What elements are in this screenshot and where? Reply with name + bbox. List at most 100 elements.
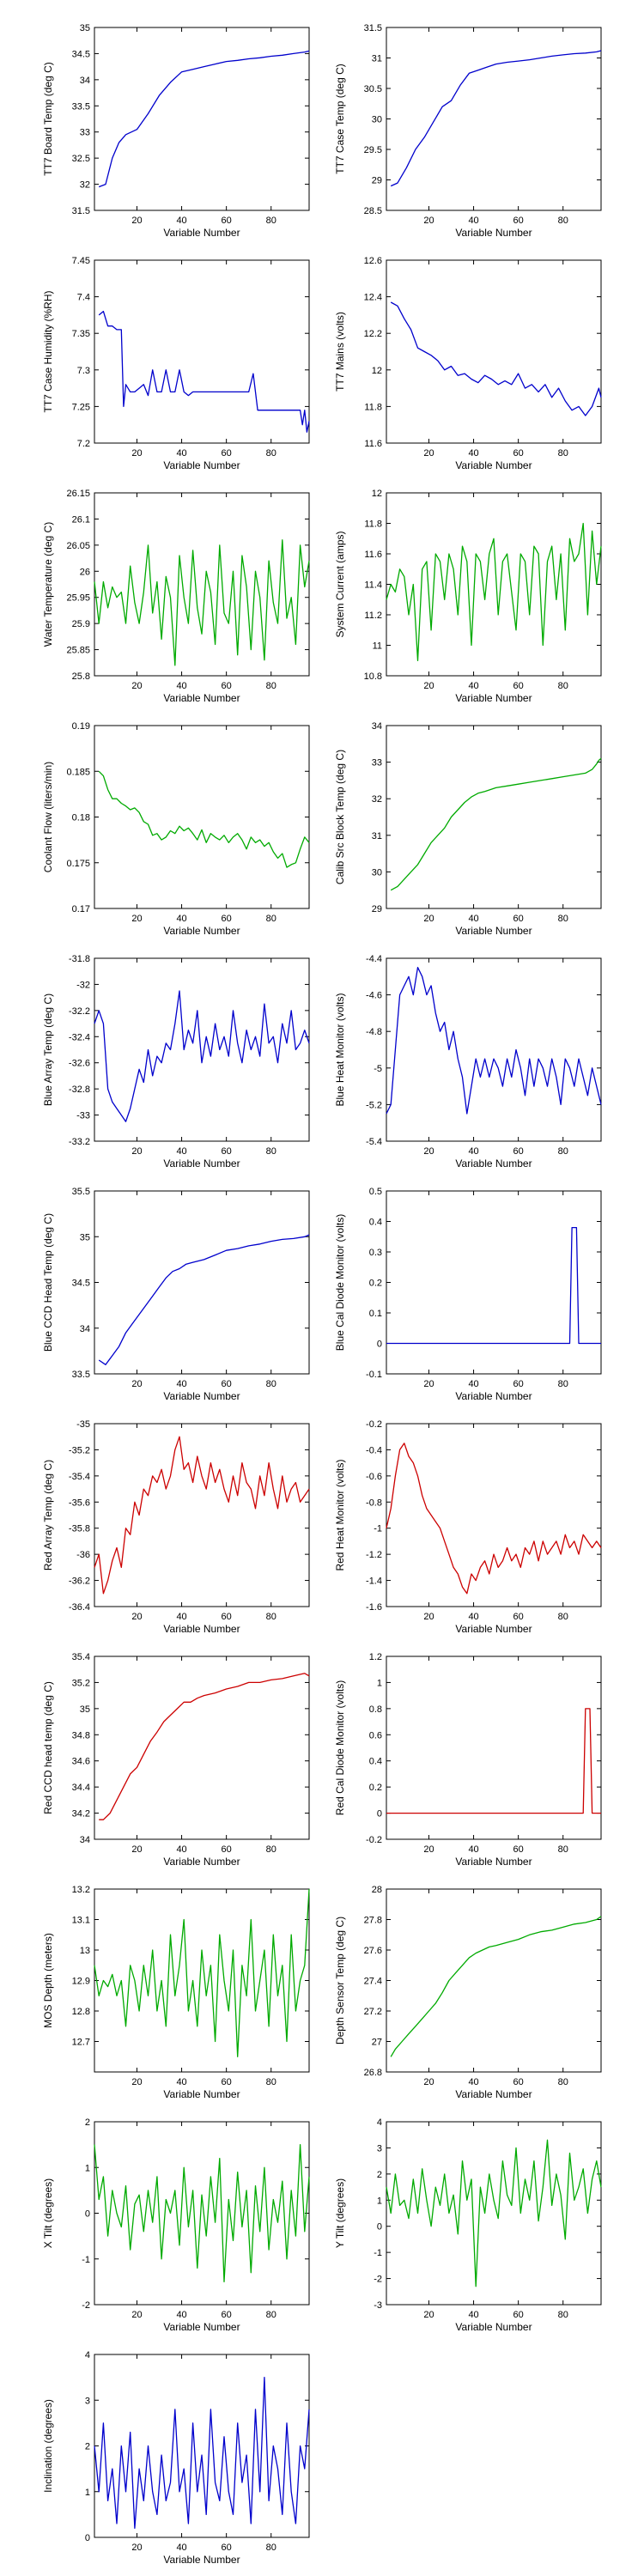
y-tick-label: 29.5 [364,145,382,155]
x-axis-label: Variable Number [163,925,240,937]
series-line [94,539,310,666]
y-tick-label: 1.2 [369,1652,382,1662]
y-axis-label: Red Cal Diode Monitor (volts) [334,1680,346,1815]
series-line [390,757,602,891]
y-axis-label: Y Tilt (degrees) [334,2178,346,2248]
x-tick-label: 60 [222,2543,232,2553]
y-axis-label: MOS Depth (meters) [42,1933,54,2028]
y-tick-label: 35.2 [72,1678,90,1688]
y-tick-label: -32.6 [69,1059,90,1069]
chart-panel: 33.5 34 34.5 35 35.5 20 40 60 80 Variable Number B… [42,1187,310,1402]
y-axis-label: Coolant Flow (liters/min) [42,762,54,872]
x-axis-label: Variable Number [455,1157,532,1170]
y-tick-label: 7.45 [72,256,90,266]
y-tick-label: 35 [80,23,90,33]
x-tick-label: 60 [513,1612,524,1622]
y-tick-label: 0.175 [66,859,90,869]
x-tick-label: 80 [266,1379,276,1389]
x-tick-label: 80 [558,216,568,226]
plot-area [386,259,602,444]
plot-area [386,725,602,909]
y-tick-label: 11.8 [364,519,382,530]
y-tick-label: 30.5 [364,84,382,94]
series-line [94,990,310,1122]
x-tick-label: 40 [468,914,478,924]
y-tick-label: -5.2 [366,1100,382,1110]
y-tick-label: 34.4 [72,1783,90,1793]
x-tick-label: 20 [423,681,434,691]
x-tick-label: 80 [266,1146,276,1157]
series-line [94,2143,310,2283]
x-tick-label: 40 [176,216,186,226]
y-axis-label: X Tilt (degrees) [42,2178,54,2248]
series-line [98,310,310,433]
y-tick-label: 0.3 [369,1248,382,1258]
x-tick-label: 40 [468,1379,478,1389]
y-tick-label: 25.85 [66,646,90,656]
plot-area [94,725,310,909]
x-tick-label: 80 [558,2310,568,2320]
y-tick-label: 12.6 [364,256,382,266]
y-tick-label: 25.8 [72,671,90,682]
y-tick-label: 12.8 [72,2007,90,2017]
x-tick-label: 20 [423,448,434,459]
y-axis-label: Blue Array Temp (deg C) [42,993,54,1106]
y-tick-label: 26.05 [66,541,90,551]
series-line [386,2139,602,2287]
x-tick-label: 80 [266,1844,276,1855]
chart-panel: 0 1 2 3 4 20 40 60 80 Variable Number Inclination … [42,2350,310,2566]
y-tick-label: 7.2 [77,439,90,449]
x-axis-label: Variable Number [455,2321,532,2333]
x-axis-label: Variable Number [163,692,240,704]
y-axis-label: TT7 Case Temp (deg C) [334,64,346,174]
y-tick-label: 34.8 [72,1730,90,1741]
y-tick-label: 25.95 [66,593,90,604]
y-tick-label: -1 [374,2248,382,2258]
x-tick-label: 60 [222,448,232,459]
series-line [98,770,310,868]
y-tick-label: -35.2 [69,1445,90,1455]
x-tick-label: 40 [176,2543,186,2553]
chart-panel: -3 -2 -1 0 1 2 3 4 20 40 60 80 Variable Number Y Tilt… [334,2117,602,2333]
y-tick-label: 2 [85,2117,90,2128]
y-tick-label: -35.4 [69,1472,90,1482]
x-tick-label: 60 [222,1146,232,1157]
x-tick-label: 20 [131,1146,142,1157]
y-tick-label: 28 [372,1885,382,1895]
x-tick-label: 60 [513,1379,524,1389]
x-tick-label: 80 [558,1612,568,1622]
x-tick-label: 40 [468,2077,478,2087]
y-tick-label: 0 [85,2533,90,2543]
x-axis-label: Variable Number [455,459,532,471]
y-tick-label: -33 [76,1111,90,1121]
y-tick-label: -4.8 [366,1027,382,1037]
x-tick-label: 40 [176,2077,186,2087]
y-tick-label: 31.5 [364,23,382,33]
y-tick-label: 12.2 [364,329,382,339]
x-tick-label: 40 [468,2310,478,2320]
y-tick-label: 0.18 [72,813,90,823]
y-tick-label: 27.2 [364,2007,382,2017]
y-tick-label: 33.5 [72,1370,90,1380]
chart-panel: -0.2 0 0.2 0.4 0.6 0.8 1 1.2 20 40 60 80 Variable Nu… [334,1652,602,1868]
y-tick-label: 32.5 [72,154,90,164]
y-tick-label: 31.5 [72,206,90,216]
y-tick-label: -4.4 [366,954,382,964]
y-tick-label: 4 [85,2350,90,2360]
chart-panel: 34 34.2 34.4 34.6 34.8 35 35.2 35.4 20 40 60 80 Vari… [42,1652,310,1868]
chart-panel: 7.2 7.25 7.3 7.35 7.4 7.45 20 40 60 80 Variable Nu… [42,256,310,471]
x-tick-label: 40 [176,1612,186,1622]
x-tick-label: 20 [131,1612,142,1622]
y-tick-label: 0.2 [369,1279,382,1289]
x-tick-label: 40 [176,1844,186,1855]
x-tick-label: 20 [423,2310,434,2320]
y-tick-label: 27.4 [364,1977,382,1987]
series-line [98,1234,310,1365]
series-line [94,1436,310,1595]
x-tick-label: 80 [266,2077,276,2087]
x-tick-label: 80 [266,2310,276,2320]
x-tick-label: 20 [131,2543,142,2553]
series-line [94,1888,310,2057]
series-line [390,1916,602,2057]
x-tick-label: 60 [222,1612,232,1622]
